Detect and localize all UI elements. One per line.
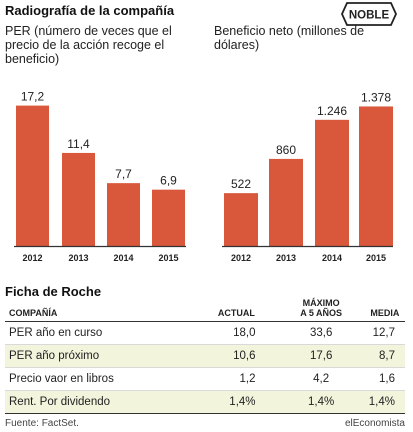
header-media: MEDIA bbox=[364, 296, 405, 322]
per-data-label: 7,7 bbox=[115, 167, 132, 181]
table-row: Rent. Por dividendo 1,4% 1,4% 1,4% bbox=[5, 390, 405, 414]
row-label: PER año próximo bbox=[5, 344, 196, 368]
table-row: PER año próximo 10,6 17,6 8,7 bbox=[5, 344, 405, 368]
per-bar bbox=[152, 189, 185, 246]
per-chart-subtitle: PER (número de veces que el precio de la… bbox=[5, 24, 205, 66]
profit-year-label: 2014 bbox=[322, 253, 342, 263]
table-cell: 4,2 bbox=[277, 367, 365, 391]
per-data-label: 11,4 bbox=[67, 137, 90, 151]
row-label: Rent. Por dividendo bbox=[5, 390, 196, 414]
table-cell: 10,6 bbox=[195, 344, 278, 368]
row-label: Precio vaor en libros bbox=[5, 367, 196, 391]
table-cell: 33,6 bbox=[277, 321, 365, 345]
logo-text: NOBLE bbox=[349, 10, 390, 22]
profit-bar bbox=[359, 106, 393, 247]
per-bar bbox=[62, 152, 95, 246]
bar-charts: 17,2 2012 11,4 2013 7,7 2014 6,9 2015 522 2012 860… bbox=[14, 90, 393, 263]
profit-data-label: 1.246 bbox=[317, 104, 347, 118]
table-cell: 12,7 bbox=[364, 321, 405, 345]
profit-data-label: 860 bbox=[276, 143, 296, 157]
table-cell: 17,6 bbox=[277, 344, 365, 368]
row-label: PER año en curso bbox=[5, 321, 196, 345]
profit-bar bbox=[224, 193, 258, 246]
profit-year-label: 2015 bbox=[366, 253, 386, 263]
table-cell: 18,0 bbox=[195, 321, 278, 345]
table-row: PER año en curso 18,0 33,6 12,7 bbox=[5, 321, 405, 345]
per-year-label: 2012 bbox=[22, 253, 42, 263]
per-data-label: 17,2 bbox=[21, 90, 45, 104]
per-bar bbox=[16, 105, 49, 247]
table-cell: 1,4% bbox=[364, 390, 405, 414]
infographic-title: Radiografía de la compañía bbox=[5, 3, 175, 18]
per-bar bbox=[107, 183, 140, 246]
brand-name: elEconomista bbox=[344, 418, 405, 429]
per-chart-subtitle-text: PER (número de veces que el precio de la… bbox=[5, 24, 172, 66]
per-year-label: 2015 bbox=[158, 253, 178, 263]
header-actual: ACTUAL bbox=[195, 296, 278, 322]
table-cell: 1,6 bbox=[364, 367, 405, 391]
roche-table: COMPAÑÍA ACTUAL MÁXIMO a 5 AÑOS MEDIA PE… bbox=[5, 296, 405, 414]
profit-data-label: 1.378 bbox=[361, 90, 391, 104]
profit-chart-subtitle: Beneficio neto (millones de dólares) bbox=[214, 24, 404, 52]
table-cell: 1,2 bbox=[195, 367, 278, 391]
table-title: Ficha de Roche bbox=[5, 284, 102, 299]
table-cell: 8,7 bbox=[364, 344, 405, 368]
profit-bar bbox=[269, 158, 303, 246]
header-max-5y-text: MÁXIMO a 5 AÑOS bbox=[300, 298, 343, 318]
profit-year-label: 2013 bbox=[276, 253, 296, 263]
profit-data-label: 522 bbox=[231, 177, 251, 191]
table-row: Precio vaor en libros 1,2 4,2 1,6 bbox=[5, 367, 405, 391]
per-year-label: 2014 bbox=[113, 253, 133, 263]
source-note: Fuente: FactSet. bbox=[5, 418, 79, 429]
noble-logo: NOBLE bbox=[341, 2, 397, 26]
table-cell: 1,4% bbox=[277, 390, 365, 414]
profit-bar bbox=[315, 119, 349, 246]
table-cell: 1,4% bbox=[195, 390, 278, 414]
profit-year-label: 2012 bbox=[231, 253, 251, 263]
header-max-5y: MÁXIMO a 5 AÑOS bbox=[277, 296, 365, 322]
table-header-row: COMPAÑÍA ACTUAL MÁXIMO a 5 AÑOS MEDIA bbox=[5, 296, 405, 322]
per-data-label: 6,9 bbox=[160, 174, 177, 188]
profit-chart-subtitle-text: Beneficio neto (millones de dólares) bbox=[214, 24, 365, 52]
per-year-label: 2013 bbox=[68, 253, 88, 263]
header-company: COMPAÑÍA bbox=[5, 296, 196, 322]
